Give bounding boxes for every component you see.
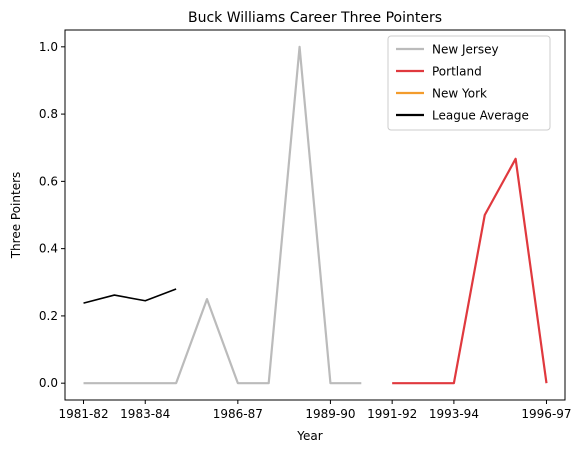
- legend-label: New York: [432, 87, 487, 101]
- y-tick-label: 0.4: [39, 242, 58, 256]
- y-axis-ticks: 0.0 0.2 0.4 0.6 0.8 1.0: [39, 40, 65, 390]
- y-tick-label: 1.0: [39, 40, 58, 54]
- x-tick-label: 1983-84: [120, 407, 170, 421]
- series-line-portland: [392, 157, 548, 385]
- legend-box: [387, 35, 551, 131]
- x-tick-label: 1989-90: [305, 407, 355, 421]
- x-tick-label: 1993-94: [429, 407, 479, 421]
- y-tick-label: 0.2: [39, 309, 58, 323]
- y-tick-label: 0.8: [39, 107, 58, 121]
- legend-label: New Jersey: [432, 43, 499, 57]
- legend: New Jersey Portland New York League Average: [387, 35, 551, 131]
- x-tick-label: 1986-87: [213, 407, 263, 421]
- x-tick-label: 1991-92: [367, 407, 417, 421]
- chart-title: Buck Williams Career Three Pointers: [188, 10, 442, 26]
- plot-lines: [83, 45, 548, 385]
- legend-label: League Average: [432, 109, 529, 123]
- x-axis-ticks: 1981-82 1983-84 1986-87 1989-90 1991-92 1993-…: [58, 400, 572, 421]
- legend-label: Portland: [432, 65, 482, 79]
- y-tick-label: 0.6: [39, 174, 58, 188]
- x-tick-label: 1996-97: [521, 407, 571, 421]
- plot-frame: [64, 29, 566, 401]
- series-line-new-jersey: [83, 45, 362, 385]
- x-axis-label: Year: [296, 429, 322, 443]
- y-axis-label: Three Pointers: [9, 172, 23, 260]
- x-tick-label: 1981-82: [58, 407, 108, 421]
- series-line-league-average: [83, 288, 177, 304]
- y-tick-label: 0.0: [39, 376, 58, 390]
